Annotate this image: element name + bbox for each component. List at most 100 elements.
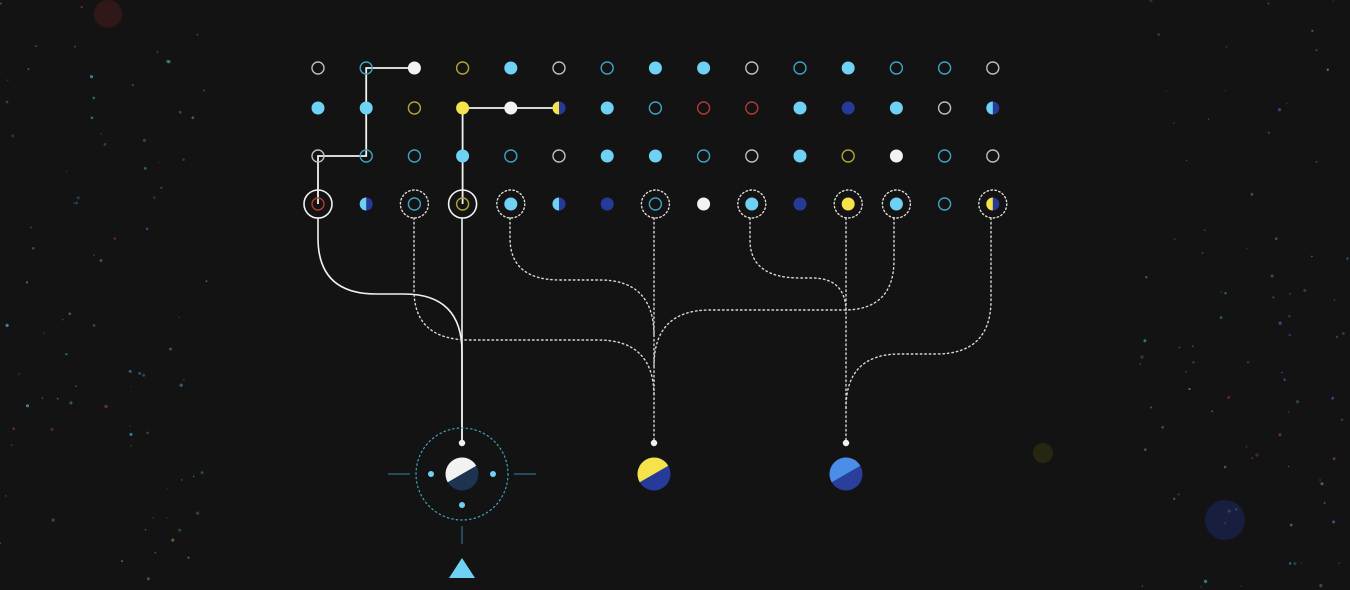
grid-node[interactable] bbox=[401, 55, 427, 81]
grid-node[interactable] bbox=[835, 95, 861, 121]
target-goal-yellow[interactable] bbox=[637, 439, 671, 491]
grid-node[interactable] bbox=[980, 95, 1006, 121]
star bbox=[1149, 0, 1153, 3]
star bbox=[89, 75, 94, 79]
star bbox=[1225, 45, 1228, 48]
star bbox=[1184, 370, 1188, 373]
grid-node[interactable] bbox=[883, 95, 909, 121]
grid-node[interactable] bbox=[640, 189, 671, 219]
star bbox=[1224, 292, 1227, 295]
grid-node[interactable] bbox=[546, 55, 572, 81]
star bbox=[159, 161, 161, 164]
grid-node[interactable] bbox=[546, 95, 572, 121]
star bbox=[178, 110, 182, 114]
grid-node[interactable] bbox=[546, 191, 572, 217]
star bbox=[1267, 2, 1270, 5]
target-connector-dot bbox=[650, 439, 658, 447]
grid-node[interactable] bbox=[691, 191, 717, 217]
grid-node[interactable] bbox=[691, 143, 717, 169]
active-orbit bbox=[415, 427, 509, 521]
dotted-link bbox=[509, 217, 655, 337]
grid-node[interactable] bbox=[450, 95, 476, 121]
star bbox=[1340, 418, 1344, 422]
grid-node[interactable] bbox=[980, 143, 1006, 169]
grid-node[interactable] bbox=[932, 55, 958, 81]
grid-node[interactable] bbox=[787, 55, 813, 81]
dotted-link bbox=[413, 217, 655, 397]
grid-node[interactable] bbox=[305, 55, 331, 81]
grid-node[interactable] bbox=[932, 95, 958, 121]
grid-node[interactable] bbox=[833, 189, 863, 219]
grid-node[interactable] bbox=[353, 55, 379, 81]
grid-node[interactable] bbox=[739, 143, 765, 169]
grid-node[interactable] bbox=[642, 143, 668, 169]
grid-node[interactable] bbox=[787, 143, 813, 169]
grid-node[interactable] bbox=[401, 143, 427, 169]
grid-node[interactable] bbox=[303, 189, 333, 219]
target-goal-blue[interactable] bbox=[829, 439, 863, 491]
grid-node[interactable] bbox=[881, 189, 912, 219]
grid-node[interactable] bbox=[496, 189, 526, 219]
grid-node[interactable] bbox=[980, 55, 1006, 81]
grid-node[interactable] bbox=[787, 191, 813, 217]
grid-node[interactable] bbox=[691, 95, 717, 121]
grid-node[interactable] bbox=[594, 143, 620, 169]
grid-node[interactable] bbox=[739, 95, 765, 121]
grid-node[interactable] bbox=[739, 55, 765, 81]
star bbox=[1270, 274, 1274, 278]
grid-node[interactable] bbox=[594, 191, 620, 217]
grid-node[interactable] bbox=[594, 95, 620, 121]
grid-node[interactable] bbox=[353, 191, 379, 217]
star bbox=[1192, 361, 1195, 364]
star bbox=[104, 404, 108, 409]
grid-node[interactable] bbox=[835, 55, 861, 81]
star bbox=[1207, 118, 1210, 120]
star bbox=[205, 280, 208, 283]
grid-node[interactable] bbox=[447, 189, 478, 219]
grid-node[interactable] bbox=[691, 55, 717, 81]
grid-node[interactable] bbox=[305, 95, 331, 121]
grid-node[interactable] bbox=[450, 143, 476, 169]
target-player[interactable] bbox=[388, 427, 536, 544]
grid-node[interactable] bbox=[353, 95, 379, 121]
star bbox=[152, 196, 156, 200]
star bbox=[1220, 290, 1223, 293]
star bbox=[154, 551, 157, 554]
grid-node[interactable] bbox=[787, 95, 813, 121]
grid-node[interactable] bbox=[498, 55, 524, 81]
star bbox=[1326, 68, 1329, 71]
candidate-ring bbox=[737, 189, 767, 219]
grid-node[interactable] bbox=[546, 143, 572, 169]
star bbox=[1281, 371, 1283, 374]
grid-node[interactable] bbox=[498, 95, 524, 121]
grid-node[interactable] bbox=[305, 143, 331, 169]
grid-node[interactable] bbox=[594, 55, 620, 81]
star bbox=[1278, 321, 1282, 325]
star bbox=[75, 201, 79, 205]
grid-node[interactable] bbox=[399, 189, 430, 219]
star bbox=[146, 431, 149, 435]
grid-node[interactable] bbox=[932, 143, 958, 169]
grid-node[interactable] bbox=[835, 143, 861, 169]
grid-node[interactable] bbox=[883, 55, 909, 81]
grid-node[interactable] bbox=[932, 191, 958, 217]
star bbox=[1293, 562, 1297, 566]
grid-node[interactable] bbox=[401, 95, 427, 121]
star bbox=[182, 158, 185, 161]
grid-node[interactable] bbox=[737, 189, 767, 219]
star bbox=[1251, 457, 1254, 460]
triangle-up-icon[interactable] bbox=[449, 558, 475, 578]
grid-node[interactable] bbox=[498, 143, 524, 169]
grid-node[interactable] bbox=[450, 55, 476, 81]
star bbox=[160, 186, 163, 189]
grid-node[interactable] bbox=[353, 143, 379, 169]
grid-node[interactable] bbox=[642, 95, 668, 121]
grid-node[interactable] bbox=[642, 55, 668, 81]
grid-node[interactable] bbox=[883, 143, 909, 169]
star bbox=[1342, 332, 1345, 335]
star bbox=[1319, 584, 1323, 588]
grid-node[interactable] bbox=[978, 189, 1008, 219]
bokeh-orb bbox=[1033, 443, 1053, 463]
star bbox=[1332, 0, 1335, 2]
star bbox=[1211, 410, 1214, 413]
